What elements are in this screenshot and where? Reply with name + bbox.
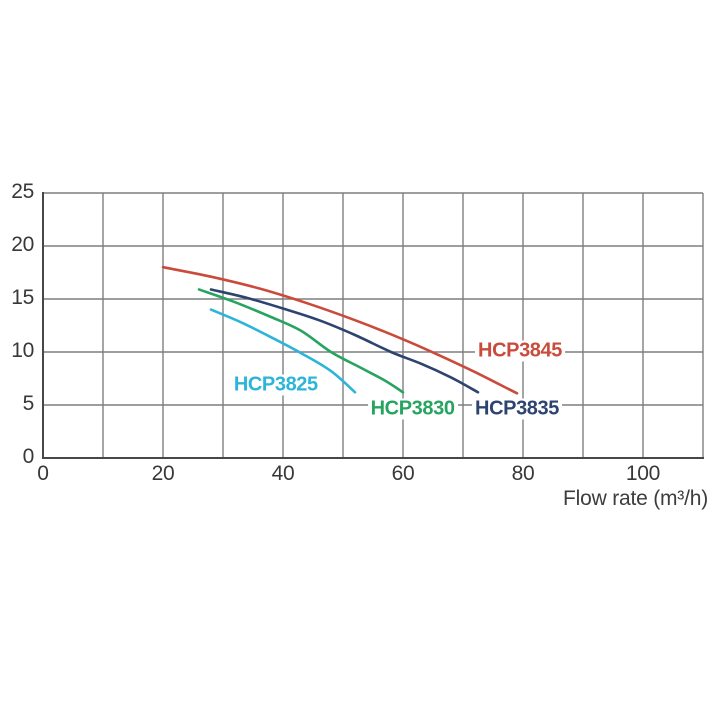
curve-hcp3835	[209, 288, 480, 394]
curve-hcp3825	[209, 308, 357, 394]
curve-hcp3845	[161, 265, 519, 395]
curve-hcp3830	[197, 288, 405, 394]
